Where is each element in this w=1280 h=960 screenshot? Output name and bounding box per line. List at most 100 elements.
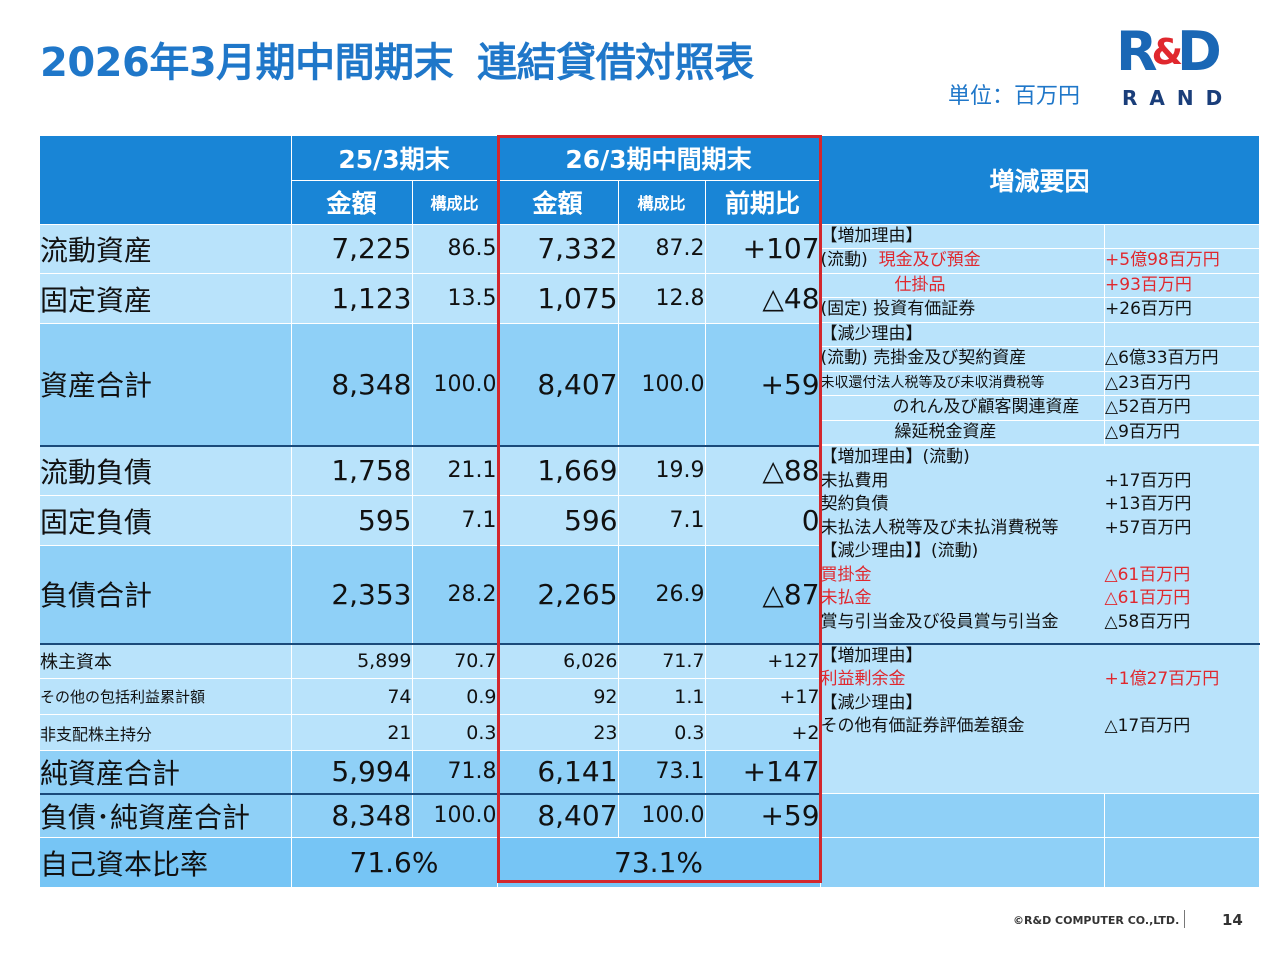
fixed-liabilities-cur-ratio: 7.1 — [618, 495, 706, 546]
note-asset-text: 【増加理由】 — [820, 224, 1106, 249]
note-liability-value: +13百万円 — [1104, 494, 1192, 514]
empty-cell — [1104, 793, 1260, 838]
empty-cell — [1104, 837, 1260, 888]
note-asset-text: のれん及び顧客関連資産 — [820, 395, 1106, 421]
total-net-assets-prev: 5,994 — [291, 750, 413, 795]
note-liability-text: 未払金 — [820, 588, 872, 608]
total-liabilities-diff: △87 — [705, 545, 821, 645]
nci-prev-ratio: 0.3 — [412, 714, 498, 751]
fixed-liabilities-diff: 0 — [705, 495, 821, 546]
total-liab-net-cur-ratio: 100.0 — [618, 793, 706, 838]
fixed-assets-prev-ratio: 13.5 — [412, 273, 498, 324]
note-liability-text: 賞与引当金及び役員賞与引当金 — [820, 611, 1059, 632]
total-liabilities-prev-ratio: 28.2 — [412, 545, 498, 645]
total-liab-net-prev: 8,348 — [291, 793, 413, 838]
row-label-current-liabilities: 流動負債 — [40, 445, 292, 496]
note-asset-text: 仕掛品 — [820, 273, 1106, 298]
title-statement: 連結貸借対照表 — [477, 40, 754, 86]
header-blank — [40, 136, 292, 225]
footer-divider — [1184, 910, 1185, 928]
fixed-liabilities-prev: 595 — [291, 495, 413, 546]
note-equity-text: 利益剰余金 — [820, 669, 906, 689]
oci-prev: 74 — [291, 678, 413, 715]
fixed-assets-cur: 1,075 — [497, 273, 619, 324]
note-asset-value — [1104, 322, 1259, 347]
page-title: 2026年3月期中間期末 連結貸借対照表 — [40, 30, 754, 88]
note-liability-value: △58百万円 — [1104, 611, 1191, 632]
note-liability-text: 買掛金 — [820, 564, 872, 585]
copyright: ©R&D COMPUTER CO.,LTD. — [1013, 914, 1180, 927]
header-cur-amount: 金額 — [497, 180, 619, 225]
total-liabilities-cur-ratio: 26.9 — [618, 545, 706, 645]
current-liabilities-prev: 1,758 — [291, 445, 413, 496]
oci-prev-ratio: 0.9 — [412, 678, 498, 715]
total-assets-cur: 8,407 — [497, 323, 619, 447]
note-asset-value — [1104, 224, 1259, 249]
notes-equity: 【増加理由】 利益剰余金 +1億27百万円 【減少理由】 その他有価証券評価差額金… — [820, 643, 1260, 794]
total-net-assets-cur-ratio: 73.1 — [618, 750, 706, 795]
empty-cell — [820, 793, 1105, 838]
share-capital-prev: 5,899 — [291, 643, 413, 679]
note-liability-value — [1105, 446, 1259, 470]
row-label-total-liabilities: 負債合計 — [40, 545, 292, 645]
note-liability-text: 契約負債 — [820, 494, 889, 514]
note-equity-text: 【減少理由】 — [820, 692, 923, 713]
note-asset-text: 繰延税金資産 — [820, 420, 1106, 445]
current-assets-prev-ratio: 86.5 — [412, 224, 498, 275]
total-liabilities-prev: 2,353 — [291, 545, 413, 645]
company-logo: R&D RAND — [1116, 20, 1235, 110]
row-label-oci: その他の包括利益累計額 — [40, 678, 292, 715]
current-assets-prev: 7,225 — [291, 224, 413, 275]
header-cur-period: 26/3期中間期末 — [497, 136, 821, 181]
note-liability-text: 未払法人税等及び未払消費税等 — [820, 517, 1059, 538]
current-liabilities-cur-ratio: 19.9 — [618, 445, 706, 496]
oci-cur: 92 — [497, 678, 619, 715]
note-liability-value: +17百万円 — [1104, 470, 1192, 491]
note-asset-value: +93百万円 — [1104, 273, 1259, 298]
row-label-fixed-liabilities: 固定負債 — [40, 495, 292, 546]
note-asset-value: +5億98百万円 — [1104, 248, 1259, 274]
note-asset-value: △6億33百万円 — [1104, 346, 1259, 372]
equity-ratio-cur: 73.1% — [497, 837, 821, 888]
note-asset-value: +26百万円 — [1104, 297, 1259, 323]
balance-sheet-table: 25/3期末 26/3期中間期末 増減要因 金額 構成比 金額 構成比 前期比 … — [40, 136, 1260, 888]
row-label-share-capital: 株主資本 — [40, 643, 292, 679]
fixed-assets-prev: 1,123 — [291, 273, 413, 324]
page-number: 14 — [1222, 911, 1243, 929]
note-equity-value: △17百万円 — [1104, 716, 1191, 736]
total-liab-net-cur: 8,407 — [497, 793, 619, 838]
total-assets-cur-ratio: 100.0 — [618, 323, 706, 447]
note-equity-value — [1105, 645, 1259, 669]
row-label-total-liab-net: 負債･純資産合計 — [40, 793, 292, 838]
note-asset-text: (流動) 売掛金及び契約資産 — [820, 346, 1106, 372]
row-label-current-assets: 流動資産 — [40, 224, 292, 275]
note-liability-value: △61百万円 — [1104, 564, 1191, 585]
note-asset-text: 【減少理由】 — [820, 322, 1106, 347]
note-equity-value — [1105, 692, 1259, 716]
note-liability-value: △61百万円 — [1104, 588, 1191, 608]
title-period: 2026年3月期中間期末 — [40, 40, 454, 86]
total-net-assets-prev-ratio: 71.8 — [412, 750, 498, 795]
note-asset-text: 未収還付法人税等及び未収消費税等 — [820, 371, 1106, 396]
fixed-assets-diff: △48 — [705, 273, 821, 324]
total-assets-prev: 8,348 — [291, 323, 413, 447]
note-asset-value: △52百万円 — [1104, 395, 1259, 421]
note-liability-text: 未払費用 — [820, 470, 889, 491]
nci-diff: +2 — [705, 714, 821, 751]
row-label-nci: 非支配株主持分 — [40, 714, 292, 751]
total-liabilities-cur: 2,265 — [497, 545, 619, 645]
current-assets-cur: 7,332 — [497, 224, 619, 275]
current-assets-diff: +107 — [705, 224, 821, 275]
note-equity-text: その他有価証券評価差額金 — [820, 716, 1025, 736]
total-assets-prev-ratio: 100.0 — [412, 323, 498, 447]
oci-cur-ratio: 1.1 — [618, 678, 706, 715]
note-liability-text: 【減少理由】】(流動) — [820, 541, 979, 561]
header-prev-ratio: 構成比 — [412, 180, 498, 225]
nci-cur-ratio: 0.3 — [618, 714, 706, 751]
header-prev-period: 25/3期末 — [291, 136, 498, 181]
fixed-liabilities-cur: 596 — [497, 495, 619, 546]
header-prev-amount: 金額 — [291, 180, 413, 225]
header-yoy: 前期比 — [705, 180, 821, 225]
note-equity-text: 【増加理由】 — [820, 645, 923, 666]
note-liability-text: 【増加理由】(流動) — [820, 447, 970, 467]
